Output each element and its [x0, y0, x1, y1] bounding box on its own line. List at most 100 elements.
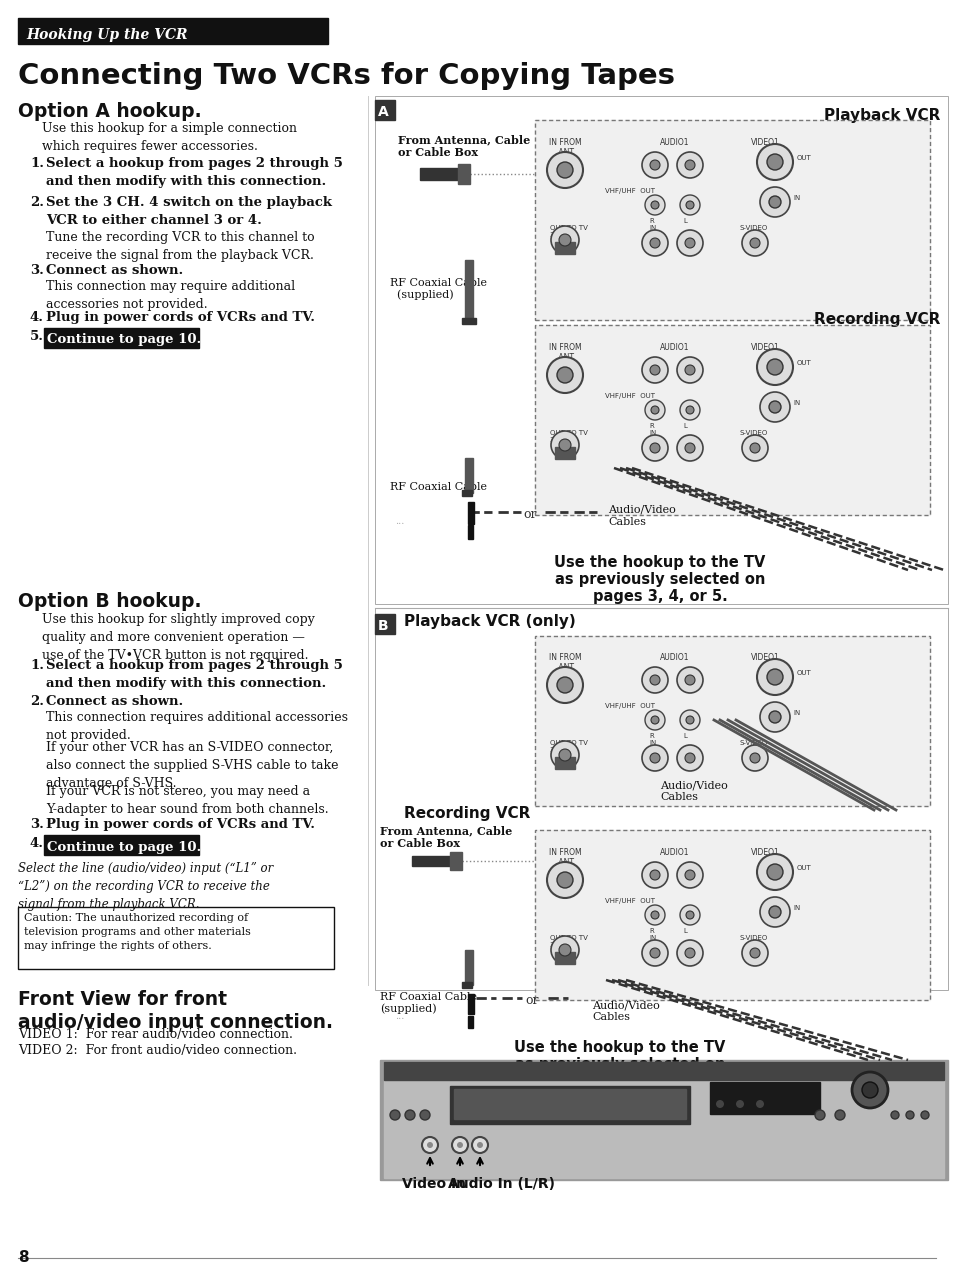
Circle shape — [649, 365, 659, 375]
Circle shape — [641, 862, 667, 888]
Bar — [555, 242, 575, 254]
Circle shape — [641, 152, 667, 178]
Text: OUT TO TV
3 CH. 4: OUT TO TV 3 CH. 4 — [550, 430, 587, 443]
Text: VIDEO1: VIDEO1 — [750, 138, 779, 147]
Circle shape — [757, 145, 792, 180]
Bar — [457, 164, 470, 184]
Text: S-VIDEO: S-VIDEO — [740, 935, 767, 941]
Circle shape — [757, 659, 792, 695]
Text: IN: IN — [792, 905, 800, 910]
Bar — [454, 1089, 685, 1118]
Bar — [375, 96, 947, 604]
Text: ...: ... — [395, 517, 404, 526]
Circle shape — [741, 746, 767, 771]
Circle shape — [650, 910, 659, 919]
Text: If your VCR is not stereo, you may need a
Y-adapter to hear sound from both chan: If your VCR is not stereo, you may need … — [46, 785, 328, 817]
Circle shape — [650, 406, 659, 413]
Circle shape — [557, 366, 573, 383]
Circle shape — [452, 1137, 468, 1153]
Text: IN: IN — [648, 430, 656, 436]
Circle shape — [749, 443, 760, 453]
Circle shape — [641, 435, 667, 462]
Circle shape — [641, 667, 667, 694]
Text: VIDEO 1:  For rear audio/video connection.: VIDEO 1: For rear audio/video connection… — [18, 1028, 293, 1041]
Text: Audio In (L/R): Audio In (L/R) — [448, 1177, 555, 1191]
Text: IN FROM
 ANT: IN FROM ANT — [548, 344, 580, 363]
Text: IN: IN — [792, 195, 800, 202]
Bar — [468, 994, 474, 1014]
Text: L: L — [682, 218, 686, 224]
Circle shape — [649, 753, 659, 763]
Text: RF Coaxial Cable: RF Coaxial Cable — [390, 482, 486, 492]
Text: VHF/UHF  OUT: VHF/UHF OUT — [604, 393, 655, 399]
Circle shape — [684, 443, 695, 453]
Circle shape — [685, 406, 693, 413]
Circle shape — [766, 153, 782, 170]
Text: Audio/Video
Cables: Audio/Video Cables — [659, 780, 727, 801]
Text: Continue to page 10.: Continue to page 10. — [47, 841, 201, 853]
Bar — [468, 502, 474, 524]
Bar — [535, 325, 929, 515]
Circle shape — [546, 862, 582, 898]
Circle shape — [684, 238, 695, 249]
Circle shape — [766, 359, 782, 375]
Text: RF Coaxial Cable
  (supplied): RF Coaxial Cable (supplied) — [390, 278, 486, 301]
Text: B: B — [377, 619, 388, 633]
Bar — [461, 981, 472, 988]
Circle shape — [679, 195, 700, 216]
Bar — [535, 637, 929, 806]
Text: Plug in power cords of VCRs and TV.: Plug in power cords of VCRs and TV. — [46, 818, 314, 831]
Circle shape — [679, 399, 700, 420]
Circle shape — [558, 439, 571, 451]
Circle shape — [558, 749, 571, 761]
Text: or: or — [522, 508, 536, 521]
Circle shape — [644, 399, 664, 420]
Bar — [375, 100, 395, 120]
Text: 5.: 5. — [30, 330, 44, 344]
Text: Playback VCR (only): Playback VCR (only) — [403, 614, 576, 629]
Circle shape — [716, 1101, 723, 1108]
Circle shape — [684, 160, 695, 170]
Circle shape — [649, 160, 659, 170]
Text: 8: 8 — [18, 1250, 29, 1265]
Circle shape — [741, 940, 767, 966]
Circle shape — [760, 392, 789, 422]
Bar — [464, 458, 473, 493]
Circle shape — [427, 1142, 433, 1148]
Circle shape — [768, 401, 781, 413]
Circle shape — [768, 197, 781, 208]
Text: R: R — [648, 218, 653, 224]
Text: 3.: 3. — [30, 818, 44, 831]
Text: Recording VCR: Recording VCR — [403, 806, 530, 820]
Circle shape — [546, 152, 582, 188]
Circle shape — [558, 943, 571, 956]
Bar — [18, 18, 328, 44]
Text: L: L — [682, 928, 686, 935]
Circle shape — [644, 195, 664, 216]
Text: S-VIDEO: S-VIDEO — [740, 430, 767, 436]
Circle shape — [677, 435, 702, 462]
Bar — [468, 1016, 473, 1028]
Circle shape — [766, 670, 782, 685]
Circle shape — [677, 152, 702, 178]
Circle shape — [551, 741, 578, 768]
Bar — [535, 831, 929, 1000]
Text: IN: IN — [648, 935, 656, 941]
Circle shape — [741, 230, 767, 256]
Text: RF Coaxial Cable
(supplied): RF Coaxial Cable (supplied) — [379, 992, 476, 1014]
Circle shape — [760, 702, 789, 732]
Circle shape — [650, 202, 659, 209]
Bar — [535, 120, 929, 320]
Text: Playback VCR: Playback VCR — [822, 108, 939, 123]
Text: VHF/UHF  OUT: VHF/UHF OUT — [604, 702, 655, 709]
Circle shape — [920, 1111, 928, 1118]
Circle shape — [851, 1071, 887, 1108]
Circle shape — [405, 1110, 415, 1120]
Circle shape — [749, 948, 760, 959]
Bar — [461, 318, 476, 325]
Text: 1.: 1. — [30, 157, 44, 170]
Circle shape — [557, 677, 573, 694]
Circle shape — [685, 910, 693, 919]
Bar — [555, 952, 575, 964]
Circle shape — [684, 365, 695, 375]
